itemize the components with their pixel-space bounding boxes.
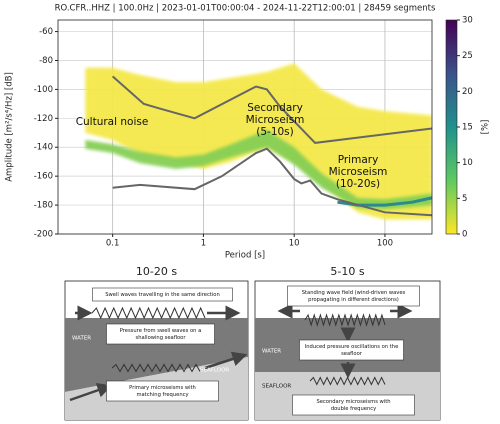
y-tick-label: -120 xyxy=(34,114,53,124)
colorbar-tick-label: 10 xyxy=(462,158,473,168)
colorbar-tick-label: 5 xyxy=(462,194,467,204)
annotation: Primary xyxy=(338,154,379,166)
water-label: WATER xyxy=(72,336,91,342)
sea-surface-waves xyxy=(304,313,386,327)
y-tick-label: -140 xyxy=(34,143,53,153)
axes-frame xyxy=(57,19,433,235)
plot-data xyxy=(85,63,432,220)
annotation: (10-20s) xyxy=(336,178,380,190)
result-note-box xyxy=(106,380,219,402)
y-tick-label: -180 xyxy=(34,201,53,211)
x-tick-label: 100 xyxy=(377,239,393,249)
pressure-note: Induced pressure oscillations on the xyxy=(305,344,399,350)
diagram-title: 10-20 s xyxy=(136,265,177,278)
annotation: Microseism xyxy=(246,114,305,126)
y-tick-label: -100 xyxy=(34,85,53,95)
top-note-box xyxy=(287,285,420,307)
colorbar xyxy=(445,19,458,235)
colorbar-tick-label: 0 xyxy=(462,230,467,240)
density-band xyxy=(85,129,432,210)
x-tick-label: 0.1 xyxy=(106,239,120,249)
result-note: Secondary microseisms with xyxy=(316,399,390,405)
pressure-note-box xyxy=(106,323,215,345)
pressure-note-box xyxy=(299,339,404,361)
colorbar-tick-label: 15 xyxy=(462,123,473,133)
result-note: Primary microseisms with xyxy=(129,385,196,391)
result-note: matching frequency xyxy=(136,392,188,398)
top-note: Standing wave field (wind-driven waves xyxy=(302,290,406,296)
annotation: (5-10s) xyxy=(256,126,294,138)
y-tick-label: -60 xyxy=(39,27,53,37)
colorbar-tick-label: 30 xyxy=(462,16,473,26)
annotation: Secondary xyxy=(247,102,303,114)
seafloor-label: SEAFLOOR xyxy=(262,384,291,390)
curve xyxy=(337,196,432,207)
diagram: 5-10 s Standing wave field (wind-driven w… xyxy=(254,265,441,421)
top-note: propagating in different directions) xyxy=(308,297,399,303)
annotation: Cultural noise xyxy=(76,116,149,128)
top-note-box xyxy=(92,287,233,302)
chart-title: RO.CFR..HHZ | 100.0Hz | 2023-01-01T00:00… xyxy=(55,4,436,14)
annotation: Microseism xyxy=(329,166,388,178)
arrow xyxy=(69,383,113,402)
sea-surface-waves xyxy=(91,306,206,320)
result-note-box xyxy=(292,394,415,416)
top-note: Swell waves travelling in the same direc… xyxy=(105,292,220,298)
y-axis-label: Amplitude [m²/s⁴/Hz] [dB] xyxy=(5,72,15,182)
y-tick-label: -200 xyxy=(34,230,53,240)
seafloor-oscillation xyxy=(111,363,201,373)
result-note: double frequency xyxy=(331,406,376,412)
diagram: 10-20 s Swell waves travelling in the sam… xyxy=(64,265,249,421)
colorbar-tick-label: 25 xyxy=(462,51,473,61)
colorbar-tick-label: 20 xyxy=(462,87,473,97)
pressure-note: Pressure from swell waves on a xyxy=(120,328,202,334)
y-tick-label: -160 xyxy=(34,172,53,182)
x-axis-label: Period [s] xyxy=(225,251,265,261)
colorbar-label: [%] xyxy=(481,120,491,135)
diagram-title: 5-10 s xyxy=(330,265,364,278)
curve xyxy=(112,147,432,217)
pressure-note: seafloor xyxy=(341,351,363,357)
pressure-note: shallowing seafloor xyxy=(136,335,187,341)
x-tick-label: 1 xyxy=(201,239,206,249)
y-tick-label: -80 xyxy=(39,56,53,66)
curve xyxy=(111,75,432,144)
arrow xyxy=(204,351,248,370)
water-label: WATER xyxy=(262,349,281,355)
seafloor-label: SEAFLOOR xyxy=(200,368,229,374)
x-tick-label: 10 xyxy=(289,239,300,249)
